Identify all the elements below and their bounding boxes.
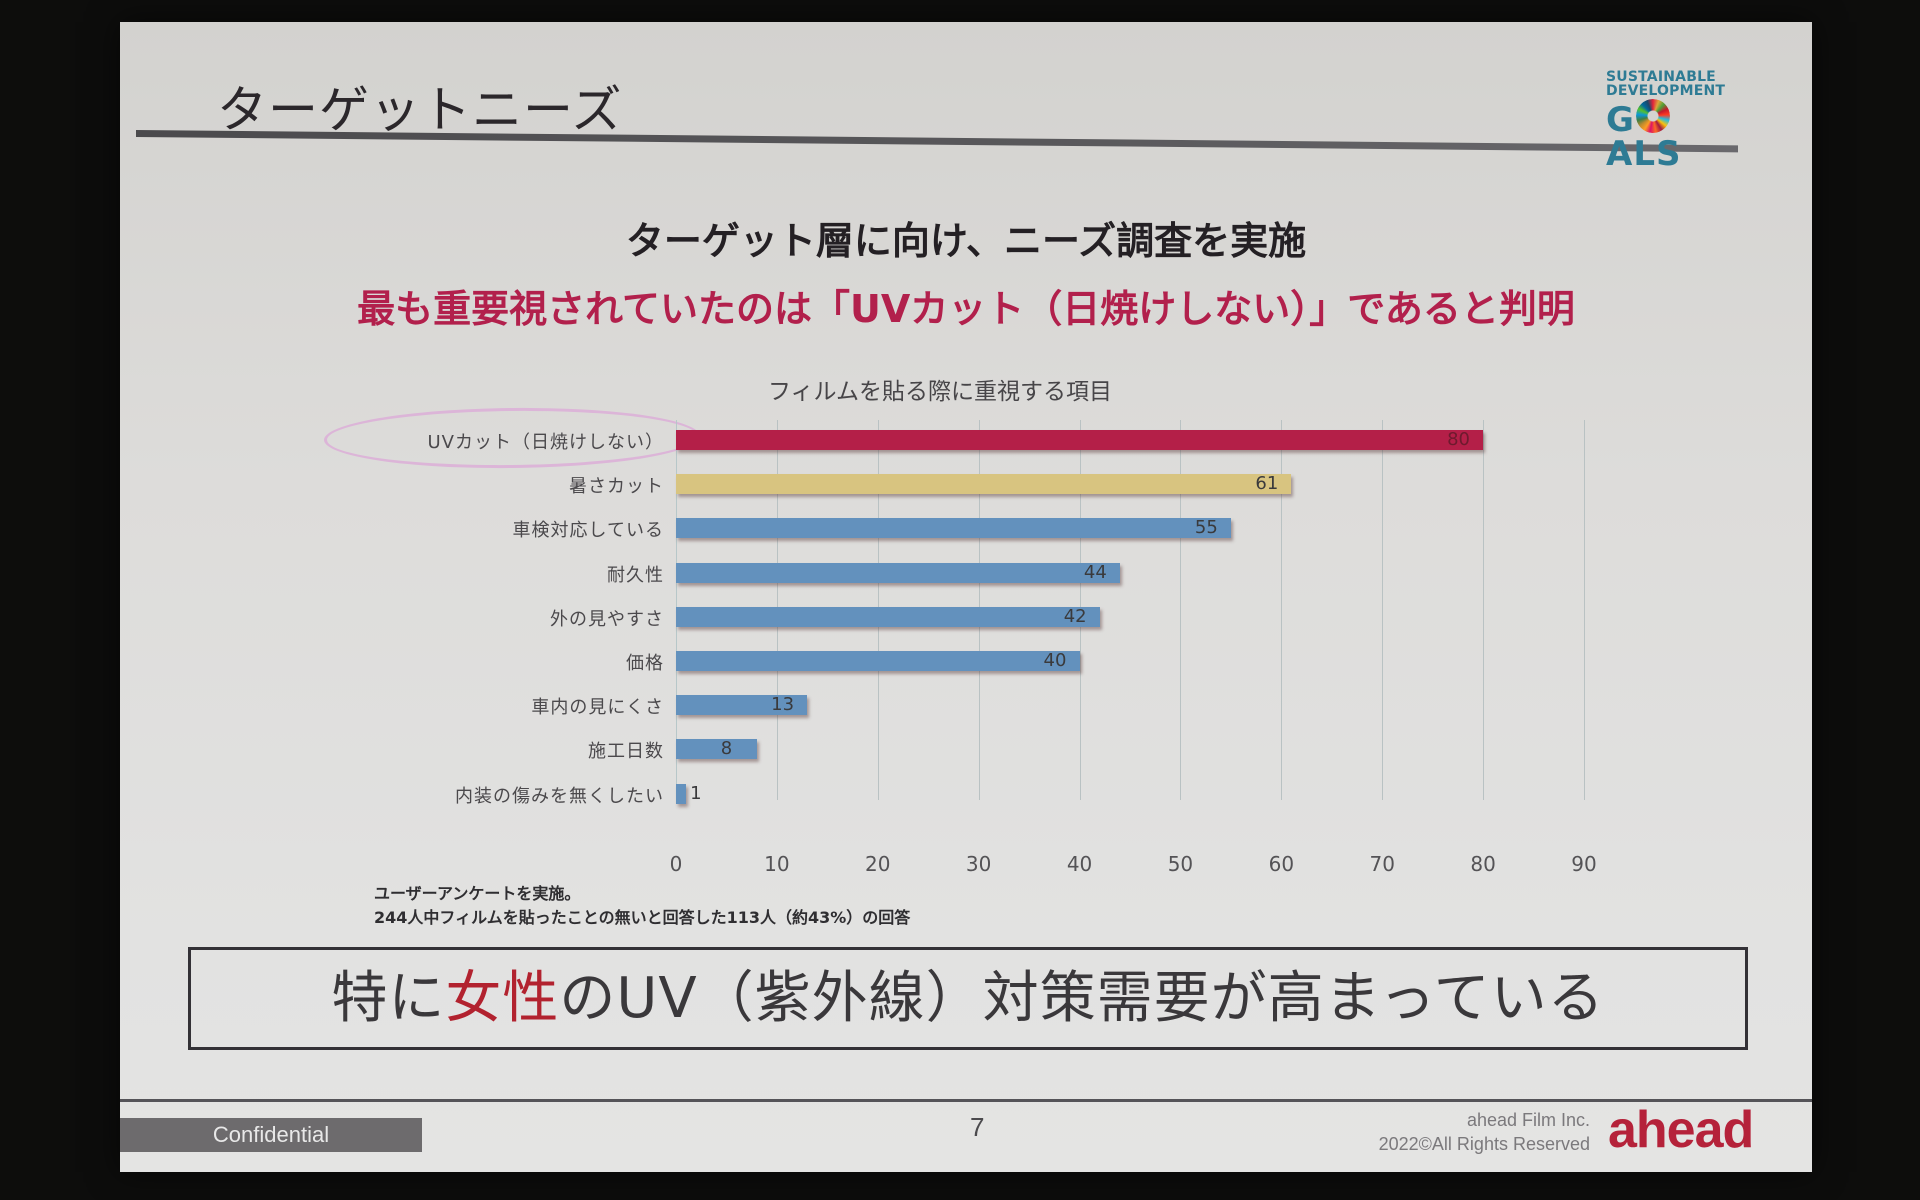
x-tick-label: 20 (865, 852, 891, 876)
page-number: 7 (970, 1112, 985, 1142)
bar-row: 価格 40 (626, 641, 1584, 685)
category-label: 耐久性 (607, 564, 664, 586)
bar (676, 651, 1080, 671)
bar-row: 外の見やすさ 42 (550, 597, 1584, 641)
presentation-slide: ターゲットニーズ SUSTAINABLE DEVELOPMENT GALS ター… (120, 22, 1812, 1172)
survey-note-line1: ユーザーアンケートを実施。 (374, 884, 581, 903)
ahead-logo: ahead (1608, 1101, 1754, 1159)
bar-row: 内装の傷みを無くしたい 1 (455, 774, 1584, 818)
x-tick-label: 70 (1369, 852, 1395, 876)
survey-note: ユーザーアンケートを実施。 244人中フィルムを貼ったことの無いと回答した113… (374, 882, 910, 930)
bar (676, 562, 1120, 583)
bar-row: 車内の見にくさ 13 (531, 685, 1584, 729)
confidential-label: Confidential (120, 1118, 422, 1152)
bar-row: 施工日数 8 (588, 729, 1584, 773)
bar (676, 430, 1484, 450)
category-label: 車内の見にくさ (531, 697, 664, 719)
sdg-logo-line2: DEVELOPMENT (1606, 83, 1726, 99)
gridline-50 (1180, 420, 1182, 800)
sdg-color-wheel-icon (1635, 99, 1670, 133)
bar-row: UVカット（日焼けしない） 80 (428, 420, 1584, 464)
x-tick-label: 40 (1066, 852, 1093, 876)
category-label: 車検対応している (512, 520, 664, 542)
category-label: 暑さカット (569, 476, 664, 498)
category-label: 価格 (626, 653, 664, 674)
bar-value-label: 40 (1043, 650, 1067, 671)
bar-chart-plot: 0 10 20 30 40 50 60 70 80 90 UVカット（日焼けしない） 80 暑さカット 6… (428, 420, 1597, 876)
company-name: ahead Film Inc. (1466, 1110, 1590, 1130)
x-tick-label: 50 (1167, 852, 1194, 876)
bar-value-label: 1 (690, 782, 702, 804)
category-label: 施工日数 (588, 741, 664, 763)
slide-heading: ターゲット層に向け、ニーズ調査を実施 (625, 219, 1307, 263)
category-label: UVカット（日焼けしない） (427, 432, 664, 453)
x-tick-label: 10 (764, 852, 790, 876)
copyright: ahead Film Inc. 2022©All Rights Reserved (1350, 1108, 1590, 1156)
conclusion-pre: 特に (331, 966, 446, 1031)
x-tick-label: 0 (669, 852, 683, 876)
bar (676, 695, 808, 716)
conclusion-box: 特に女性のUV（紫外線）対策需要が高まっている (188, 947, 1748, 1050)
bar (676, 518, 1231, 539)
sdg-logo-goals: GALS (1606, 99, 1736, 171)
bar-value-label: 44 (1083, 561, 1107, 583)
bar-value-label: 8 (720, 738, 733, 760)
conclusion-accent: 女性 (445, 966, 560, 1031)
bar-row: 車検対応している 55 (513, 508, 1584, 552)
bar (676, 474, 1292, 495)
survey-note-line2: 244人中フィルムを貼ったことの無いと回答した113人（約43%）の回答 (374, 908, 911, 927)
conclusion-post: のUV（紫外線）対策需要が高まっている (559, 966, 1605, 1031)
bar (676, 739, 757, 760)
bar-value-label: 80 (1447, 429, 1471, 450)
gridline-90 (1584, 420, 1585, 800)
bar-value-label: 61 (1255, 473, 1279, 495)
x-tick-label: 90 (1571, 852, 1597, 876)
category-label: 内装の傷みを無くしたい (455, 785, 664, 807)
sdg-goals-als: ALS (1606, 134, 1682, 174)
bar-row: 暑さカット 61 (569, 464, 1584, 508)
bar-value-label: 55 (1194, 517, 1218, 539)
bar-row: 耐久性 44 (607, 553, 1584, 597)
x-tick-label: 60 (1268, 852, 1295, 876)
chart-title: フィルムを貼る際に重視する項目 (767, 379, 1113, 405)
bar-value-label: 13 (771, 694, 795, 716)
category-label: 外の見やすさ (550, 608, 664, 630)
slide-title: ターゲットニーズ (217, 81, 623, 139)
footer-divider (120, 1099, 1812, 1102)
sdg-logo: SUSTAINABLE DEVELOPMENT GALS (1606, 70, 1736, 171)
sdg-logo-line1: SUSTAINABLE (1606, 69, 1716, 85)
bar-value-label: 42 (1063, 605, 1087, 627)
sdg-goals-g: G (1606, 100, 1635, 140)
x-tick-label: 30 (965, 852, 992, 876)
gridline-80 (1483, 420, 1485, 800)
gridline-70 (1382, 420, 1384, 800)
bar (676, 783, 687, 804)
copyright-notice: 2022©All Rights Reserved (1378, 1134, 1590, 1154)
x-tick-label: 80 (1470, 852, 1496, 876)
bar (676, 606, 1100, 627)
gridline-60 (1281, 420, 1283, 800)
slide-subheading-finding: 最も重要視されていたのは「UVカット（日焼けしない）」であると判明 (357, 287, 1575, 331)
